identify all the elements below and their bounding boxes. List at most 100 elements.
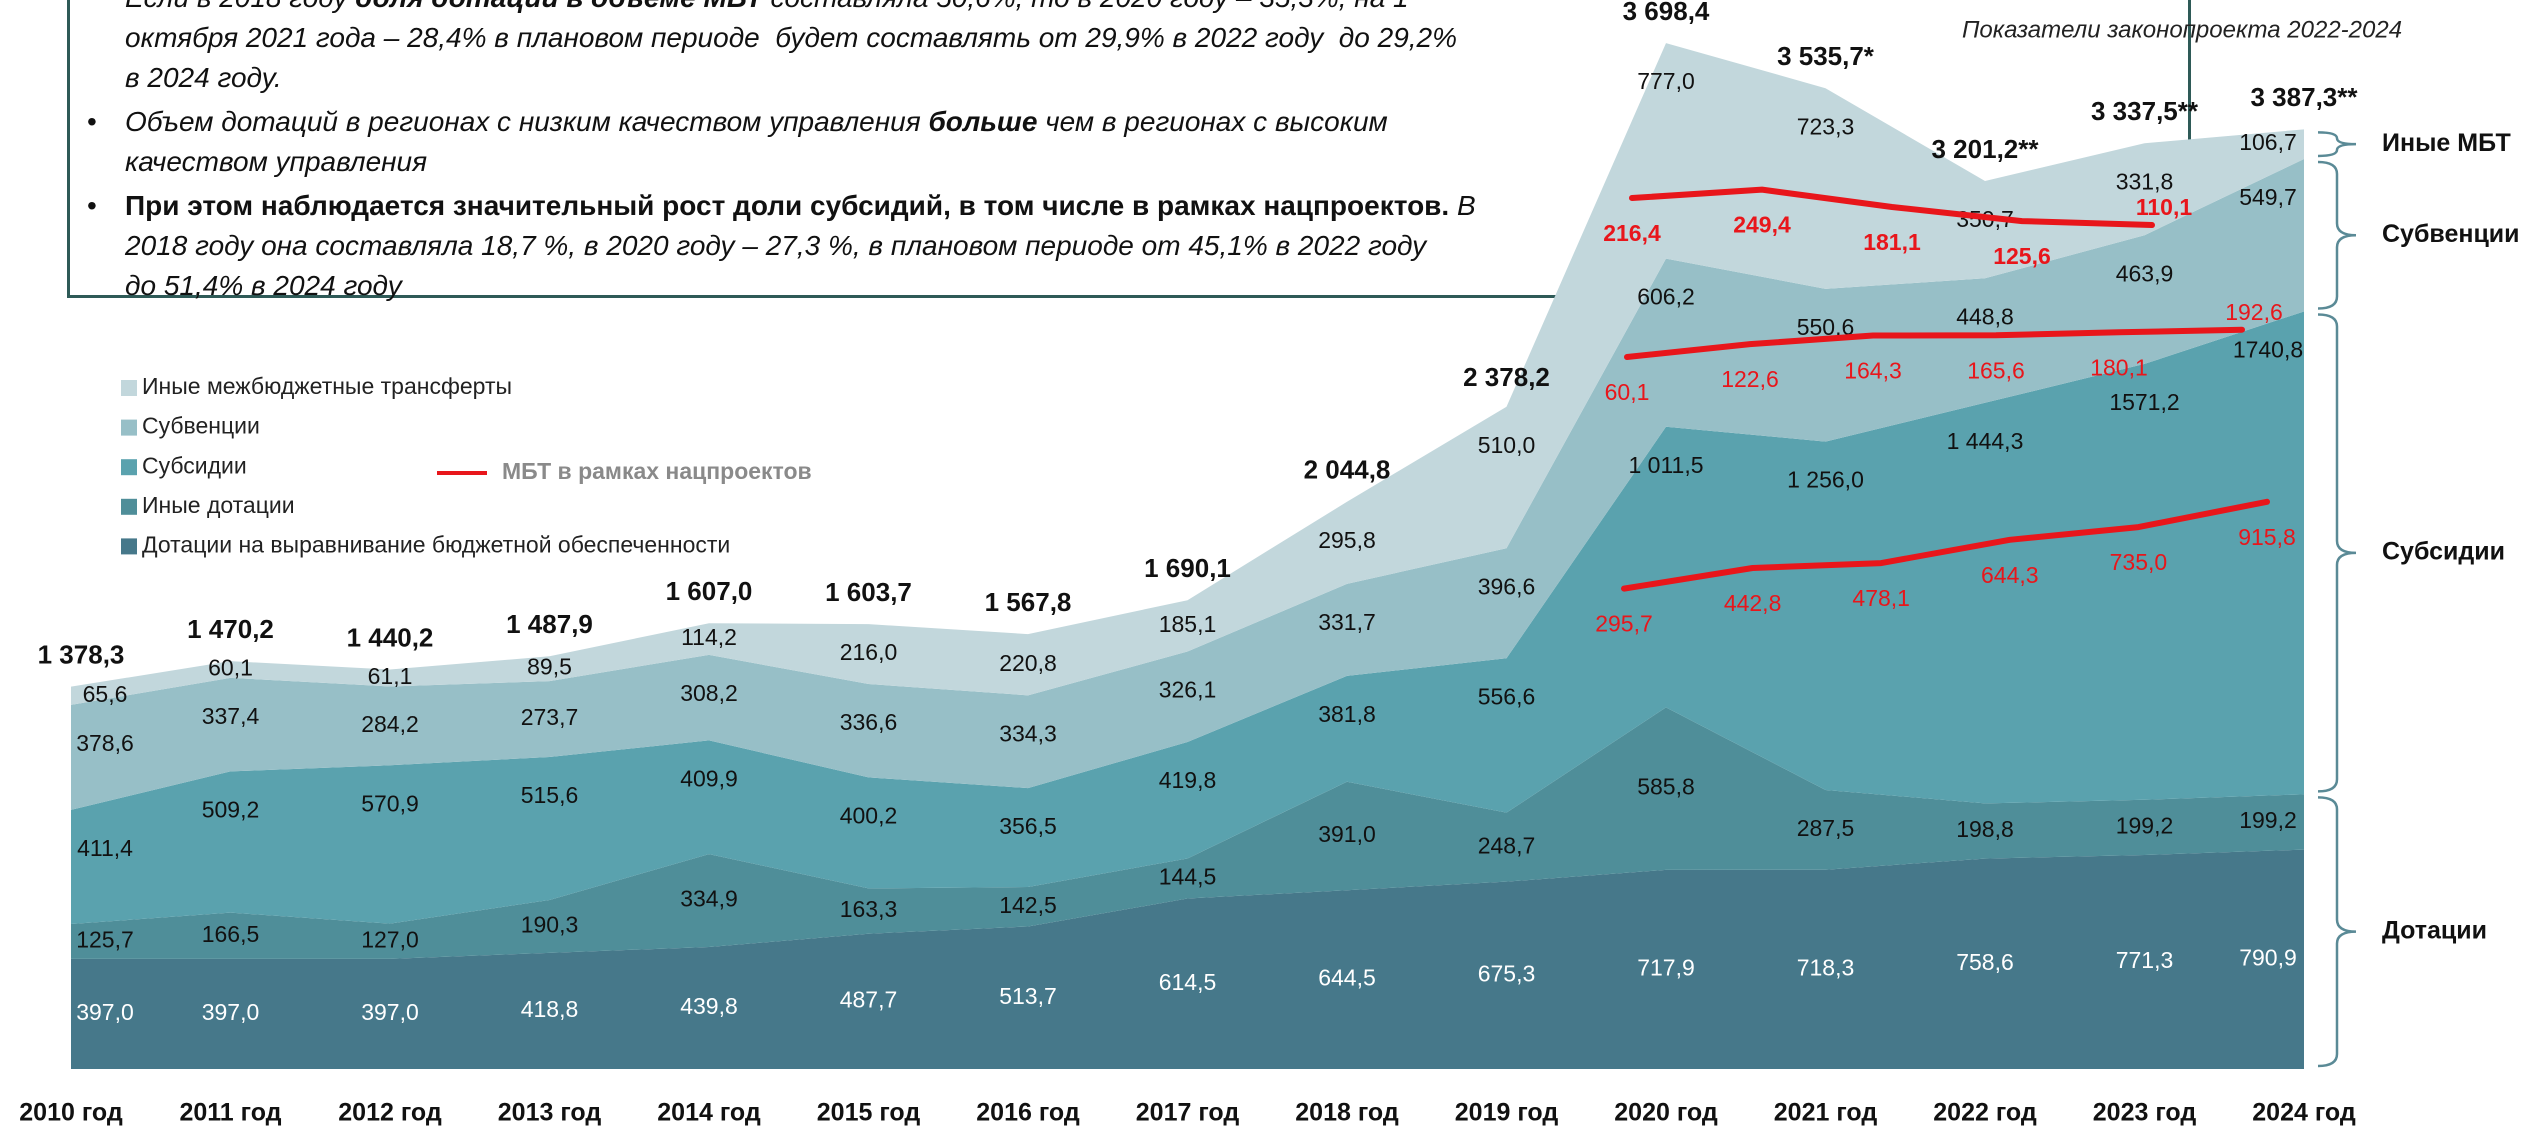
total-label: 3 337,5** [2091,96,2199,126]
total-label: 2 044,8 [1304,455,1391,485]
segment-label: 114,2 [681,624,737,650]
bracket [2317,160,2357,310]
segment-label: 614,5 [1159,969,1217,995]
segment-label: 60,1 [208,655,253,681]
segment-label: 675,3 [1478,960,1536,986]
nat-project-label: 180,1 [2090,354,2148,380]
nat-project-label: 478,1 [1852,585,1910,611]
nat-project-label: 249,4 [1733,212,1791,238]
legend-swatch [121,419,137,436]
segment-label: 549,7 [2239,184,2297,210]
segment-label: 334,9 [680,886,738,912]
segment-label: 144,5 [1159,864,1217,890]
text-line: качеством управления [125,142,1476,182]
area [71,43,2304,705]
x-tick-label: 2022 год [1933,1099,2037,1127]
legend-label: Дотации на выравнивание бюджетной обеспе… [142,531,730,557]
x-tick-label: 2020 год [1614,1099,1718,1127]
text-line: 2018 году она составляла 18,7 %, в 2020 … [125,226,1476,266]
x-tick-label: 2019 год [1455,1099,1559,1127]
segment-label: 337,4 [202,703,260,729]
segment-label: 199,2 [2239,807,2297,833]
legend-label: Иные дотации [142,492,295,518]
text-line: октября 2021 года – 28,4% в плановом пер… [125,18,1476,58]
segment-label: 487,7 [840,986,898,1012]
text-line: в 2024 году. [125,58,1476,98]
segment-label: 1740,8 [2233,337,2303,363]
segment-label: 284,2 [361,711,419,737]
paragraph: Если в 2018 году доля дотаций в объеме М… [125,0,1476,98]
bracket-label: Субвенции [2382,220,2520,248]
segment-label: 336,6 [840,709,898,735]
segment-label: 185,1 [1159,611,1217,637]
segment-label: 127,0 [361,926,419,952]
x-tick-label: 2023 год [2093,1099,2197,1127]
segment-label: 510,0 [1478,432,1536,458]
segment-label: 326,1 [1159,677,1217,703]
area [71,311,2304,925]
segment-label: 723,3 [1797,113,1855,139]
x-tick-label: 2018 год [1295,1099,1399,1127]
bracket-label: Иные МБТ [2382,129,2511,157]
nat-project-line [1624,326,2245,361]
legend-label: Субвенции [142,413,260,439]
legend-label: МБТ в рамках нацпроектов [502,458,812,484]
total-label: 1 603,7 [825,577,912,607]
segment-label: 65,6 [83,681,128,707]
text-run: При этом наблюдается значительный рост д… [125,190,1450,221]
segment-label: 378,6 [76,730,134,756]
segment-label: 513,7 [999,983,1057,1009]
segment-label: 273,7 [521,704,579,730]
paragraph: • При этом наблюдается значительный рост … [87,186,1476,306]
nat-project-label: 735,0 [2110,549,2168,575]
nat-project-label: 216,4 [1603,220,1661,246]
segment-label: 89,5 [527,654,572,680]
segment-label: 381,8 [1318,701,1376,727]
area [71,707,2304,959]
segment-label: 216,0 [840,639,898,665]
segment-label: 758,6 [1956,949,2014,975]
nat-project-label: 125,6 [1993,243,2051,269]
bracket-label: Субсидии [2382,538,2505,566]
segment-label: 295,8 [1318,527,1376,553]
x-tick-label: 2016 год [976,1099,1080,1127]
x-tick-label: 2011 год [179,1099,281,1127]
text-run: В [1449,190,1476,221]
segment-label: 556,6 [1478,683,1536,709]
total-label: 1 567,8 [985,587,1072,617]
segment-label: 644,5 [1318,965,1376,991]
total-label: 1 487,9 [506,609,593,639]
segment-label: 777,0 [1637,68,1695,94]
nat-project-line [1621,498,2270,592]
x-tick-label: 2021 год [1774,1099,1878,1127]
segment-label: 1 256,0 [1787,467,1864,493]
text-line: Если в 2018 году доля дотаций в объеме М… [125,0,1476,18]
text-run: чем в регионах с высоким [1037,106,1388,137]
segment-label: 585,8 [1637,774,1695,800]
bracket [2317,131,2357,158]
segment-label: 220,8 [999,650,1057,676]
total-label: 2 378,2 [1463,362,1550,392]
nat-project-label: 60,1 [1605,379,1650,405]
x-tick-label: 2010 год [19,1099,123,1127]
legend-swatch [121,498,137,515]
area [71,849,2304,1069]
total-label: 1 440,2 [347,622,434,652]
bracket [2317,313,2357,793]
x-tick-label: 2013 год [498,1099,602,1127]
segment-label: 509,2 [202,797,260,823]
segment-label: 125,7 [76,927,134,953]
text-run: доля дотаций в объеме МБТ [355,0,762,13]
segment-label: 166,5 [202,921,260,947]
bullet: • [87,106,97,137]
text-run: составляла 50,6%, то в 2020 году – 35,3%… [763,0,1408,13]
total-label: 1 378,3 [38,640,125,670]
segment-label: 463,9 [2116,260,2174,286]
nat-project-label: 181,1 [1863,229,1921,255]
text-run: Объем дотаций в регионах с низким качест… [125,106,929,137]
legend-label: Субсидии [142,452,247,478]
segment-label: 308,2 [680,680,738,706]
x-tick-label: 2015 год [817,1099,921,1127]
text-run: больше [928,106,1038,137]
legend-swatch [121,459,137,476]
